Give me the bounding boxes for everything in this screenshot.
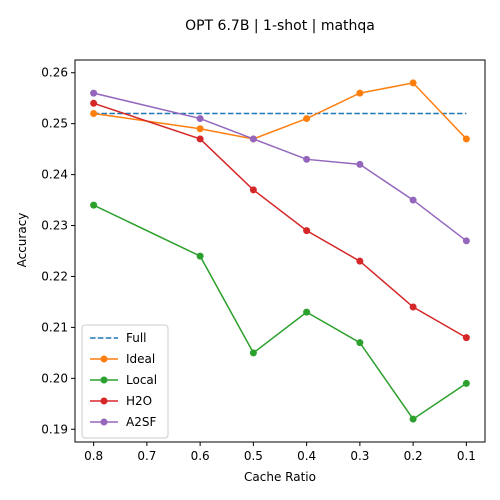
data-point-a2sf [462,237,470,245]
legend-item-h2o: H2O [90,394,152,408]
x-axis: 0.8 0.7 0.6 0.5 0.4 0.3 0.2 0.1 [84,442,476,463]
data-point-local [249,349,257,357]
plot-frame [74,59,486,443]
legend-item-local: Local [90,373,157,387]
legend-label: H2O [126,394,152,408]
y-tick-label: 0.26 [41,66,68,80]
legend-label: Full [126,331,147,345]
series-line-h2o [93,102,467,339]
data-point-ideal [356,89,364,97]
legend-item-full: Full [90,331,147,345]
x-tick-label: 0.3 [350,449,369,463]
data-point-h2o [249,186,257,194]
data-point-h2o [90,99,98,107]
legend-label: Local [126,373,157,387]
x-tick-label: 0.2 [404,449,423,463]
data-point-a2sf [90,89,98,97]
plot-area [90,79,470,423]
legend-item-ideal: Ideal [90,352,155,366]
data-point-h2o [196,135,204,143]
data-point-local [356,339,364,347]
x-tick-label: 0.7 [137,449,156,463]
x-tick-label: 0.8 [84,449,103,463]
data-point-h2o [356,257,364,265]
legend-marker [100,418,108,426]
data-point-ideal [90,109,98,117]
x-tick-label: 0.5 [244,449,263,463]
y-tick-label: 0.22 [41,269,68,283]
x-tick-label: 0.1 [457,449,476,463]
y-tick-label: 0.23 [41,219,68,233]
chart-title: OPT 6.7B | 1-shot | mathqa [185,18,375,34]
y-tick-label: 0.24 [41,168,68,182]
legend-label: Ideal [126,352,155,366]
data-point-h2o [462,334,470,342]
y-axis: 0.19 0.20 0.21 0.22 0.23 0.24 0.25 0.26 [41,66,75,436]
y-tick-label: 0.25 [41,117,68,131]
series-local [90,201,470,423]
series-line-a2sf [93,92,467,242]
data-point-a2sf [303,155,311,163]
data-point-local [196,252,204,260]
legend: Full Ideal Local H2O A2SF [81,324,169,439]
series-ideal [90,79,470,143]
data-point-local [90,201,98,209]
data-point-a2sf [249,135,257,143]
data-point-ideal [303,115,311,123]
series-a2sf [90,89,470,245]
x-axis-label: Cache Ratio [244,470,316,484]
series-line-ideal [93,82,467,140]
legend-box [81,324,169,439]
data-point-a2sf [409,196,417,204]
legend-marker [100,397,108,405]
data-point-a2sf [196,115,204,123]
data-point-ideal [196,125,204,133]
data-point-local [462,379,470,387]
data-point-h2o [303,227,311,235]
y-tick-label: 0.21 [41,320,68,334]
y-tick-label: 0.19 [41,422,68,436]
y-axis-label: Accuracy [15,213,29,268]
series-h2o [90,99,470,342]
legend-marker [100,355,108,363]
legend-label: A2SF [126,415,156,429]
x-tick-label: 0.4 [297,449,316,463]
data-point-h2o [409,303,417,311]
data-point-ideal [409,79,417,87]
y-tick-label: 0.20 [41,371,68,385]
data-point-a2sf [356,160,364,168]
legend-item-a2sf: A2SF [90,415,156,429]
legend-marker [100,376,108,384]
data-point-local [409,415,417,423]
data-point-ideal [462,135,470,143]
x-tick-label: 0.6 [191,449,210,463]
data-point-local [303,308,311,316]
